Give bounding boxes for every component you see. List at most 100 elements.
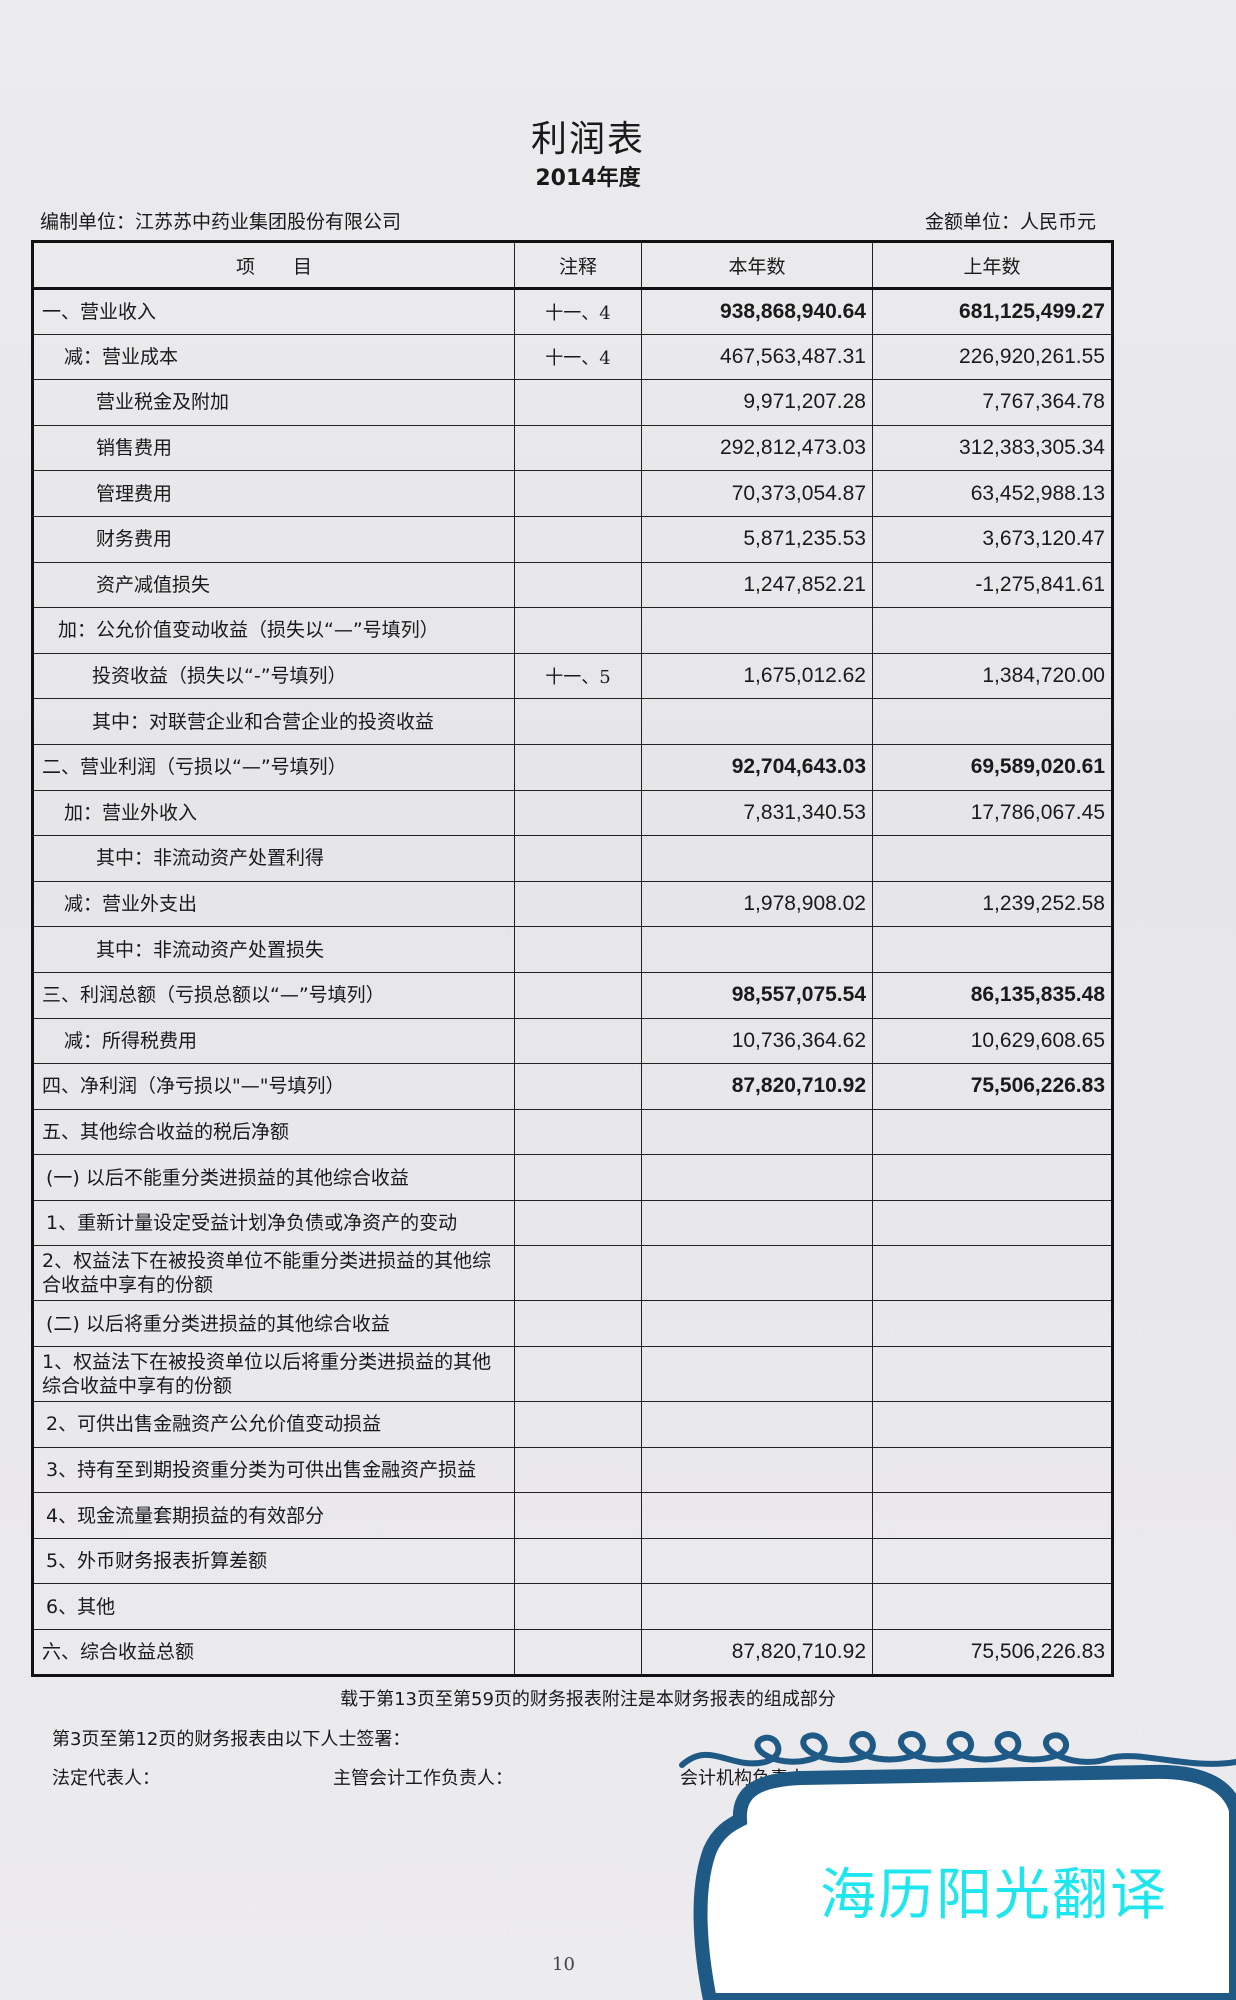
income-statement-table: 项 目 注释 本年数 上年数 一、营业收入 十一、4 938,868,940.64 6… [31, 240, 1114, 1677]
row-current-year-value [641, 1300, 873, 1348]
accounting-head-label: 主管会计工作负责人： [333, 1768, 513, 1789]
row-note [514, 1063, 642, 1110]
row-note [514, 698, 642, 745]
row-prior-year-value [872, 1199, 1113, 1247]
row-item-label: 加：营业外收入 [32, 789, 515, 837]
row-current-year-value: 87,820,710.92 [641, 1629, 873, 1676]
table-row: 管理费用 70,373,054.87 63,452,988.13 [32, 470, 1113, 517]
row-current-year-value: 9,971,207.28 [641, 379, 873, 426]
row-note [514, 424, 642, 472]
table-row: 销售费用 292,812,473.03 312,383,305.34 [32, 424, 1113, 472]
row-note [514, 743, 642, 791]
row-current-year-value: 1,978,908.02 [641, 880, 873, 928]
row-note [514, 1245, 642, 1302]
row-note [514, 1583, 642, 1631]
row-item-label: 4、现金流量套期损益的有效部分 [32, 1492, 515, 1539]
table-row: 资产减值损失 1,247,852.21 -1,275,841.61 [32, 561, 1113, 609]
table-row: 四、净利润（净亏损以"—"号填列） 87,820,710.92 75,506,226… [32, 1063, 1113, 1110]
column-header-note: 注释 [514, 241, 642, 290]
row-note [514, 971, 642, 1019]
page-number: 10 [552, 1954, 575, 1975]
row-prior-year-value [872, 1446, 1113, 1494]
row-prior-year-value [872, 1346, 1113, 1403]
row-note: 十一、4 [514, 333, 642, 381]
row-item-label: 其中：对联营企业和合营企业的投资收益 [32, 698, 515, 745]
row-item-label: 减：所得税费用 [32, 1017, 515, 1065]
row-item-label: 管理费用 [32, 470, 515, 517]
row-current-year-value: 5,871,235.53 [641, 515, 873, 563]
row-current-year-value [641, 1199, 873, 1247]
row-item-label: 减：营业外支出 [32, 880, 515, 928]
table-row: 一、营业收入 十一、4 938,868,940.64 681,125,499.27 [32, 288, 1113, 335]
company-name: 编制单位：江苏苏中药业集团股份有限公司 [40, 211, 402, 233]
row-current-year-value [641, 1537, 873, 1585]
row-item-label: 资产减值损失 [32, 561, 515, 609]
row-note [514, 1346, 642, 1403]
row-item-label: 营业税金及附加 [32, 379, 515, 426]
row-prior-year-value: 1,239,252.58 [872, 880, 1113, 928]
row-current-year-value: 467,563,487.31 [641, 333, 873, 381]
table-body: 一、营业收入 十一、4 938,868,940.64 681,125,499.27 减：… [32, 288, 1113, 1676]
row-current-year-value [641, 1401, 873, 1448]
row-note [514, 789, 642, 837]
row-note [514, 1446, 642, 1494]
row-prior-year-value [872, 1300, 1113, 1348]
row-note [514, 1300, 642, 1348]
row-current-year-value: 1,247,852.21 [641, 561, 873, 609]
table-row: 投资收益（损失以“-”号填列） 十一、5 1,675,012.62 1,384,720… [32, 652, 1113, 700]
row-note [514, 1199, 642, 1247]
watermark-text: 海历阳光翻译 [820, 1863, 1168, 1928]
row-prior-year-value: 86,135,835.48 [872, 971, 1113, 1019]
table-header-row: 项 目 注释 本年数 上年数 [32, 241, 1113, 290]
row-note [514, 1017, 642, 1065]
row-prior-year-value [872, 1154, 1113, 1201]
table-row: 4、现金流量套期损益的有效部分 [32, 1492, 1113, 1539]
row-current-year-value [641, 607, 873, 654]
row-note [514, 1401, 642, 1448]
table-row: 5、外币财务报表折算差额 [32, 1537, 1113, 1585]
row-item-label: 其中：非流动资产处置损失 [32, 926, 515, 973]
row-prior-year-value: 17,786,067.45 [872, 789, 1113, 837]
row-prior-year-value: 312,383,305.34 [872, 424, 1113, 472]
row-note [514, 515, 642, 563]
row-item-label: 加：公允价值变动收益（损失以“—”号填列） [32, 607, 515, 654]
table-row: 1、重新计量设定受益计划净负债或净资产的变动 [32, 1199, 1113, 1247]
table-row: 其中：对联营企业和合营企业的投资收益 [32, 698, 1113, 745]
row-item-label: (二) 以后将重分类进损益的其他综合收益 [32, 1300, 515, 1348]
row-prior-year-value: 1,384,720.00 [872, 652, 1113, 700]
row-prior-year-value [872, 835, 1113, 882]
table-row: 其中：非流动资产处置损失 [32, 926, 1113, 973]
row-current-year-value: 292,812,473.03 [641, 424, 873, 472]
table-row: 6、其他 [32, 1583, 1113, 1631]
row-item-label: 销售费用 [32, 424, 515, 472]
table-row: 三、利润总额（亏损总额以“—”号填列） 98,557,075.54 86,135,8… [32, 971, 1113, 1019]
row-note [514, 1629, 642, 1676]
column-header-current-year: 本年数 [641, 241, 873, 290]
row-prior-year-value [872, 1583, 1113, 1631]
row-note [514, 379, 642, 426]
legal-representative-label: 法定代表人： [52, 1768, 160, 1789]
watermark-frame-icon [679, 1731, 1236, 2000]
row-item-label: 二、营业利润（亏损以“—”号填列） [32, 743, 515, 791]
row-item-label: 财务费用 [32, 515, 515, 563]
row-note: 十一、4 [514, 288, 642, 335]
row-current-year-value [641, 1245, 873, 1302]
table-row: 加：公允价值变动收益（损失以“—”号填列） [32, 607, 1113, 654]
page-title: 利润表 [530, 119, 645, 160]
table-row: (二) 以后将重分类进损益的其他综合收益 [32, 1300, 1113, 1348]
column-header-item: 项 目 [32, 241, 515, 290]
row-prior-year-value: 75,506,226.83 [872, 1629, 1113, 1676]
row-current-year-value [641, 835, 873, 882]
table-row: 营业税金及附加 9,971,207.28 7,767,364.78 [32, 379, 1113, 426]
row-current-year-value: 938,868,940.64 [641, 288, 873, 335]
row-item-label: 其中：非流动资产处置利得 [32, 835, 515, 882]
table-row: 2、可供出售金融资产公允价值变动损益 [32, 1401, 1113, 1448]
footnote: 载于第13页至第59页的财务报表附注是本财务报表的组成部分 [340, 1689, 836, 1710]
row-note [514, 607, 642, 654]
row-note [514, 835, 642, 882]
row-current-year-value [641, 1108, 873, 1156]
table-row: 加：营业外收入 7,831,340.53 17,786,067.45 [32, 789, 1113, 837]
row-current-year-value [641, 1154, 873, 1201]
table-row: 二、营业利润（亏损以“—”号填列） 92,704,643.03 69,589,020… [32, 743, 1113, 791]
row-note [514, 926, 642, 973]
